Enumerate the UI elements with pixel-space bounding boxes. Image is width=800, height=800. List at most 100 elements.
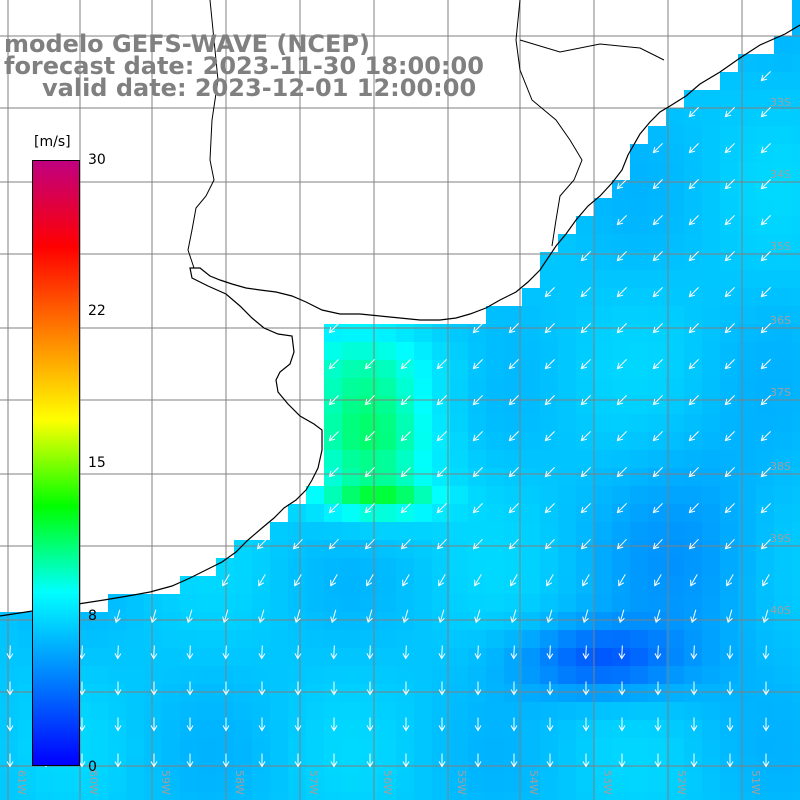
wind-cell [720, 180, 739, 199]
wind-arrow [580, 359, 591, 370]
wind-cell [378, 756, 397, 775]
wind-cell [702, 774, 721, 793]
wind-arrow [760, 323, 771, 334]
wind-cell [162, 666, 181, 685]
wind-arrow [438, 609, 445, 624]
wind-arrow [186, 753, 194, 768]
wind-cell [504, 576, 523, 595]
wind-cell [378, 504, 397, 523]
wind-cell [468, 666, 487, 685]
wind-cell [378, 612, 397, 631]
wind-cell [0, 792, 19, 800]
longitude-label: 60W [87, 770, 100, 795]
wind-cell [756, 504, 775, 523]
wind-cell [612, 378, 631, 397]
wind-cell [756, 522, 775, 541]
wind-cell [342, 630, 361, 649]
wind-cell [738, 396, 757, 415]
wind-cell [522, 324, 541, 343]
wind-cell [666, 252, 685, 271]
wind-cell [108, 702, 127, 721]
wind-arrow [544, 287, 555, 298]
wind-arrow [294, 753, 302, 768]
wind-cell [360, 396, 379, 415]
wind-cell [774, 594, 793, 613]
wind-arrow [580, 431, 591, 442]
wind-cell [396, 630, 415, 649]
wind-arrow [688, 538, 699, 550]
wind-arrow [256, 538, 267, 550]
wind-cell [684, 360, 703, 379]
wind-cell [594, 522, 613, 541]
wind-cell [612, 252, 631, 271]
wind-cell [90, 720, 109, 739]
border-line [515, 0, 583, 247]
wind-cell [558, 522, 577, 541]
wind-cell [738, 684, 757, 703]
wind-cell [666, 126, 685, 145]
wind-cell [342, 486, 361, 505]
wind-cell [756, 252, 775, 271]
wind-cell [666, 594, 685, 613]
wind-cell [666, 144, 685, 163]
longitude-label: 52W [675, 770, 688, 795]
wind-cell [342, 414, 361, 433]
wind-cell [540, 738, 559, 757]
wind-cell [702, 648, 721, 667]
wind-cell [414, 396, 433, 415]
wind-cell [702, 702, 721, 721]
wind-cell [540, 378, 559, 397]
wind-arrow [186, 645, 194, 660]
wind-cell [774, 306, 793, 325]
wind-cell [432, 342, 451, 361]
longitude-label: 53W [601, 770, 614, 795]
wind-cell [360, 378, 379, 397]
wind-cell [702, 144, 721, 163]
wind-cell [702, 198, 721, 217]
wind-cell [324, 630, 343, 649]
wind-cell [630, 234, 649, 253]
wind-cell [360, 324, 379, 343]
wind-arrow [438, 645, 446, 660]
wind-arrow [618, 681, 626, 696]
wind-arrow [760, 431, 771, 442]
wind-cell [738, 180, 757, 199]
wind-cell [324, 378, 343, 397]
wind-cell [504, 558, 523, 577]
wind-cell [648, 144, 667, 163]
wind-cell [450, 792, 469, 800]
wind-cell [540, 792, 559, 800]
wind-cell [522, 432, 541, 451]
wind-arrow [544, 359, 555, 370]
wind-arrow [436, 395, 447, 406]
wind-cell [126, 756, 145, 775]
wind-cell [720, 342, 739, 361]
wind-arrow [688, 323, 699, 334]
wind-cell [774, 756, 793, 775]
wind-cell [360, 414, 379, 433]
wind-cell [702, 558, 721, 577]
wind-cell [360, 630, 379, 649]
wind-cell [180, 666, 199, 685]
latitude-label: 35S [770, 240, 791, 253]
wind-cell [756, 180, 775, 199]
wind-cell [576, 378, 595, 397]
wind-cell [666, 288, 685, 307]
wind-cell [504, 540, 523, 559]
wind-cell [792, 486, 800, 505]
wind-cell [612, 180, 631, 199]
wind-cell [720, 738, 739, 757]
wind-arrow [258, 609, 265, 624]
wind-arrow [582, 681, 590, 696]
wind-cell [162, 792, 181, 800]
wind-arrow [580, 503, 591, 514]
wind-cell [576, 342, 595, 361]
wind-cell [468, 486, 487, 505]
wind-arrow [654, 753, 662, 768]
wind-cell [774, 396, 793, 415]
wind-arrow [616, 431, 627, 442]
wind-cell [774, 486, 793, 505]
wind-cell [252, 630, 271, 649]
wind-cell [360, 558, 379, 577]
wind-cell [702, 792, 721, 800]
